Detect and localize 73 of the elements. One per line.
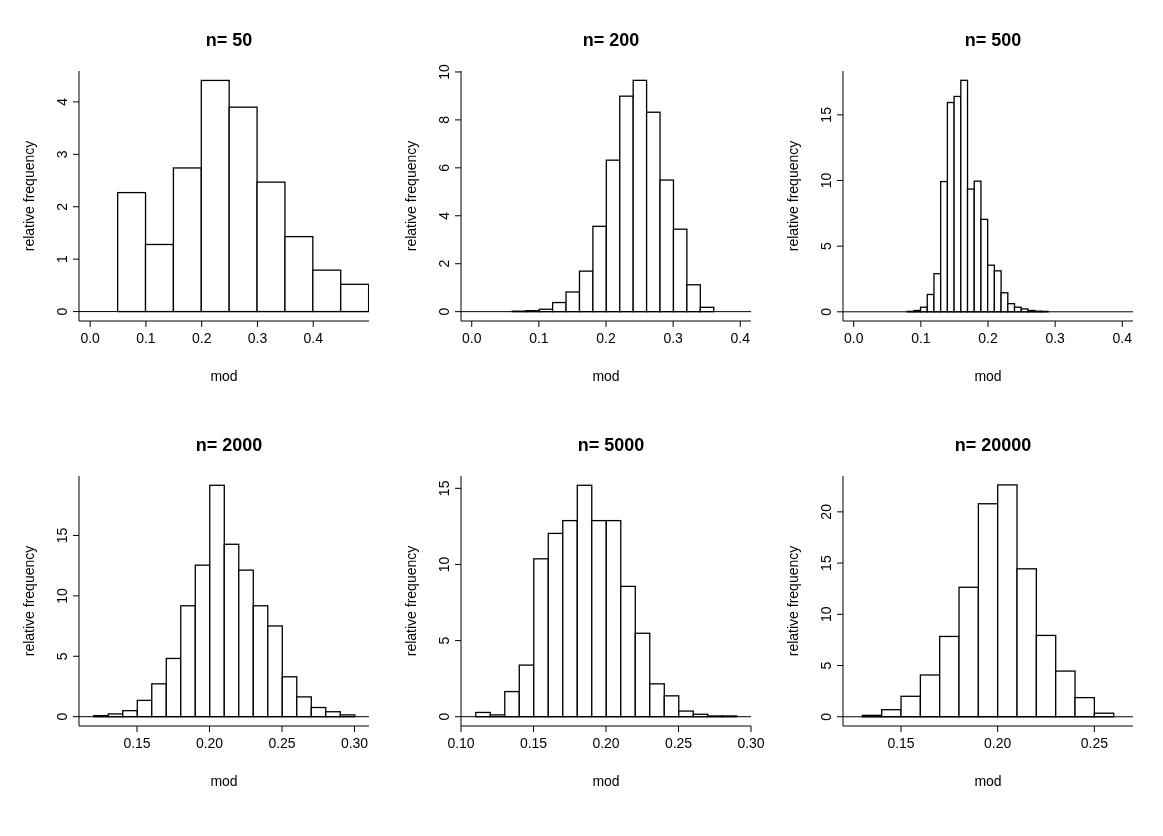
x-axis-title: mod	[592, 773, 620, 789]
chart-title: n= 5000	[576, 435, 645, 456]
x-tick-label: 0.1	[529, 330, 549, 346]
x-tick-label: 0.1	[136, 330, 156, 346]
y-tick-label: 3	[54, 150, 70, 159]
y-tick-label: 5	[818, 242, 834, 251]
x-axis-title: mod	[974, 773, 1002, 789]
x-tick-label: 0.15	[123, 735, 151, 751]
x-tick-label: 0.3	[247, 330, 268, 346]
y-tick-label: 5	[436, 636, 452, 645]
x-tick-label: 0.25	[268, 735, 296, 751]
x-tick-label: 0.20	[195, 735, 224, 751]
x-tick-label: 0.0	[844, 330, 864, 346]
y-tick-label: 0	[818, 712, 834, 721]
y-tick-label: 0	[436, 712, 452, 721]
y-tick-label: 0	[818, 307, 834, 316]
x-tick-label: 0.4	[303, 330, 324, 346]
y-tick-label: 0	[436, 307, 452, 316]
x-tick-label: 0.25	[1080, 735, 1109, 751]
y-tick-label: 10	[818, 606, 834, 623]
y-tick-label: 6	[436, 163, 452, 172]
chart-title: n= 500	[963, 30, 1022, 51]
y-tick-label: 1	[54, 255, 70, 264]
x-tick-label: 0.4	[730, 330, 751, 346]
chart-title: n= 20000	[953, 435, 1032, 456]
y-axis-title: relative frequency	[402, 140, 419, 252]
chart-title: n= 2000	[194, 435, 263, 456]
y-tick-label: 10	[436, 63, 452, 80]
y-tick-label: 15	[54, 527, 70, 544]
x-axis-title: mod	[210, 773, 238, 789]
x-axis-title: mod	[210, 368, 238, 384]
y-tick-label: 20	[818, 503, 834, 520]
y-tick-label: 0	[54, 712, 70, 721]
x-tick-label: 0.2	[978, 330, 998, 346]
x-tick-label: 0.15	[519, 735, 548, 751]
x-axis-title: mod	[592, 368, 620, 384]
x-tick-label: 0.0	[462, 330, 482, 346]
y-tick-label: 10	[436, 556, 452, 573]
x-tick-label: 0.0	[80, 330, 101, 346]
x-tick-label: 0.4	[1112, 330, 1133, 346]
y-axis-title: relative frequency	[20, 545, 37, 657]
y-tick-label: 2	[54, 202, 70, 211]
x-tick-label: 0.2	[191, 330, 212, 346]
y-axis-title: relative frequency	[784, 140, 801, 252]
x-tick-label: 0.2	[596, 330, 616, 346]
chart-title: n= 50	[204, 30, 253, 51]
x-tick-label: 0.3	[663, 330, 684, 346]
x-tick-label: 0.1	[911, 330, 931, 346]
y-tick-label: 8	[436, 115, 452, 124]
y-axis-title: relative frequency	[402, 545, 419, 657]
y-axis-title: relative frequency	[784, 545, 801, 657]
y-tick-label: 5	[54, 652, 70, 661]
y-tick-label: 2	[436, 259, 452, 268]
chart-title: n= 200	[581, 30, 640, 51]
x-tick-label: 0.20	[592, 735, 620, 751]
y-tick-label: 10	[818, 172, 834, 189]
y-tick-label: 15	[818, 555, 834, 571]
y-tick-label: 4	[54, 97, 70, 106]
y-tick-label: 10	[54, 587, 70, 604]
x-tick-label: 0.25	[664, 735, 693, 751]
y-axis-title: relative frequency	[20, 140, 37, 252]
x-tick-label: 0.20	[984, 735, 1012, 751]
x-tick-label: 0.30	[737, 735, 765, 751]
y-tick-label: 5	[818, 661, 834, 670]
y-tick-label: 0	[54, 307, 70, 316]
x-tick-label: 0.10	[447, 735, 475, 751]
y-tick-label: 15	[436, 480, 452, 497]
x-axis-title: mod	[974, 368, 1002, 384]
x-tick-label: 0.30	[340, 735, 369, 751]
y-tick-label: 4	[436, 211, 452, 220]
y-tick-label: 15	[818, 106, 834, 123]
x-tick-label: 0.3	[1045, 330, 1066, 346]
x-tick-label: 0.15	[887, 735, 915, 751]
